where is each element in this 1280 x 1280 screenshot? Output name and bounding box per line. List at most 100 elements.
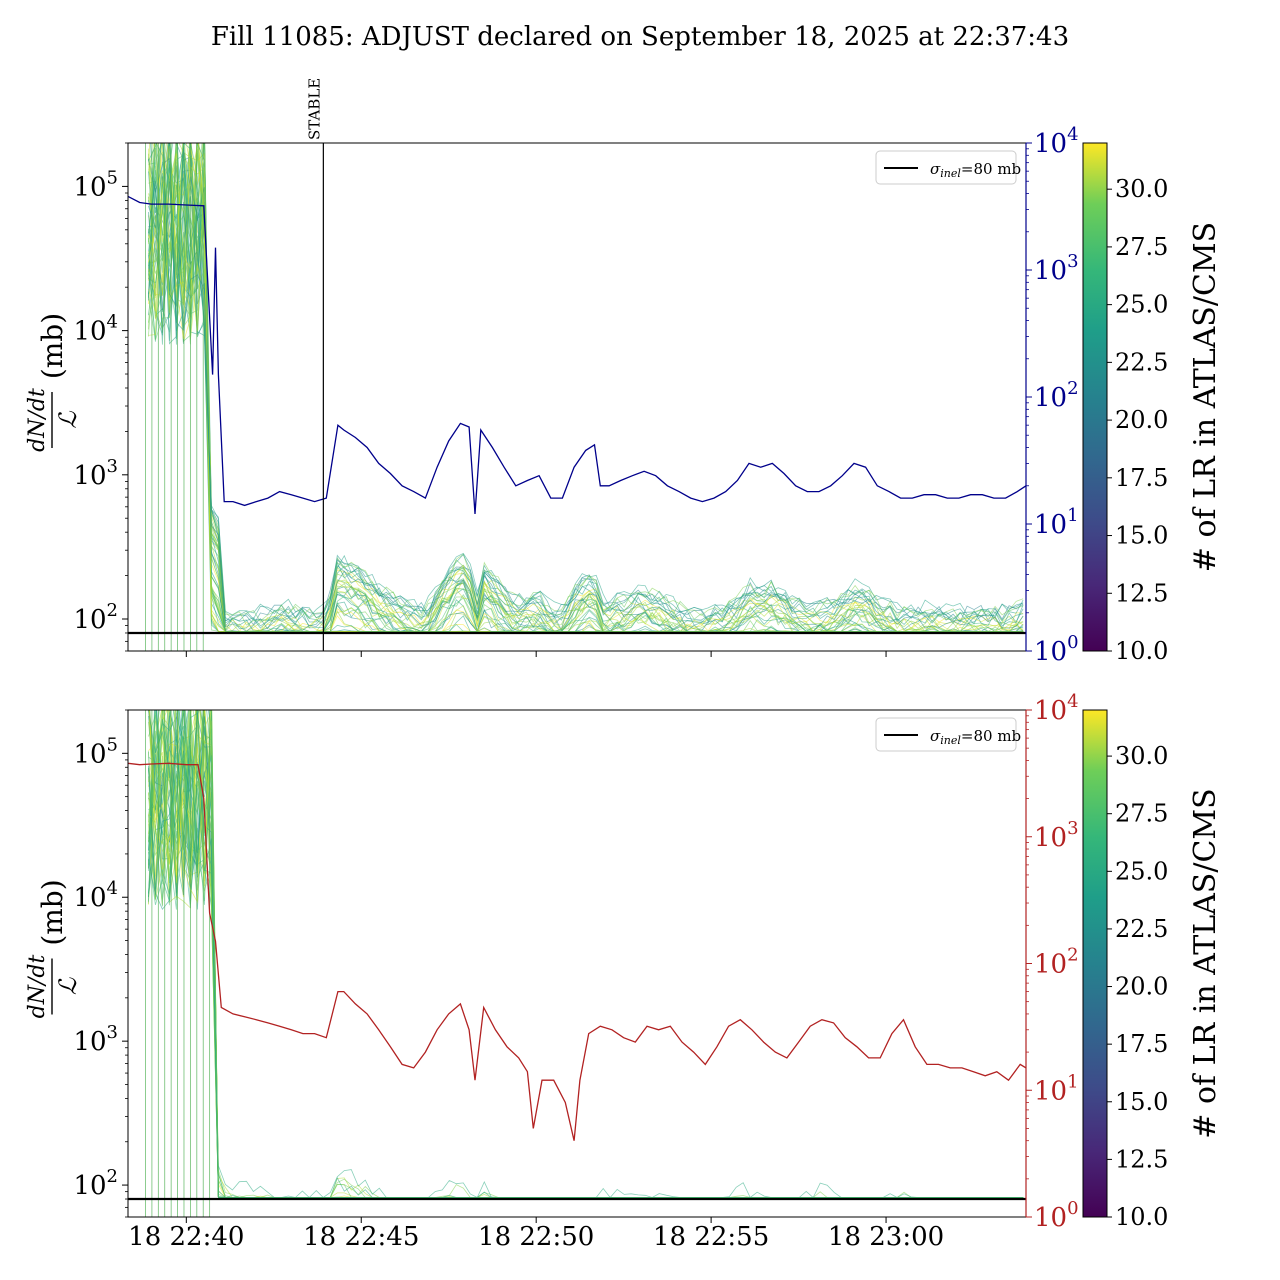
lr-trace (148, 154, 1024, 632)
right-tick-label: 100 (1034, 632, 1079, 667)
y-axis-label: dN/dt ℒ (mb) (25, 313, 82, 452)
lr-trace (148, 727, 1024, 1198)
lr-trace (148, 143, 1024, 633)
lr-trace (148, 710, 1024, 1198)
legend-label: σinel=80 mb (930, 727, 1021, 747)
lr-trace (148, 143, 1024, 632)
lr-trace (148, 710, 1024, 1198)
lr-trace (148, 152, 1024, 632)
left-tick-label: 103 (73, 1022, 118, 1057)
lr-trace (148, 735, 1024, 1198)
lr-trace (148, 710, 1024, 1198)
colorbar-tick-label: 25.0 (1115, 857, 1168, 885)
plot-area (128, 710, 1026, 1217)
lr-trace (148, 164, 1024, 633)
lr-trace (148, 710, 1024, 1198)
lr-trace (148, 710, 1024, 1198)
lr-trace (148, 143, 1024, 633)
colorbar-tick-label: 15.0 (1115, 1088, 1168, 1116)
lr-trace (148, 143, 1024, 630)
left-tick-label: 104 (73, 878, 118, 913)
y-label-numerator: dN/dt (25, 955, 50, 1019)
lr-trace (148, 143, 1024, 632)
right-tick-label: 104 (1034, 124, 1079, 159)
lr-trace (148, 710, 1024, 1198)
lr-trace (148, 148, 1024, 632)
lr-trace (155, 143, 1024, 619)
x-tick-label: 18 22:45 (303, 1222, 419, 1252)
lr-trace (148, 710, 1024, 1198)
lr-trace (152, 143, 1024, 632)
colorbar-tick-label: 12.5 (1115, 1145, 1168, 1173)
lr-trace (148, 165, 1024, 632)
lr-trace (148, 710, 1024, 1198)
lr-trace (148, 143, 1024, 633)
stable-label: STABLE (305, 78, 323, 140)
colorbar-tick-label: 27.5 (1115, 800, 1168, 828)
right-tick-label: 101 (1034, 505, 1079, 540)
lr-trace (148, 143, 1024, 632)
left-tick-label: 103 (73, 456, 118, 491)
lr-trace (148, 710, 1024, 1198)
right-tick-label: 103 (1034, 818, 1079, 853)
right-tick-label: 103 (1034, 251, 1079, 286)
lr-trace (148, 725, 1024, 1198)
y-label-unit: (mb) (36, 879, 69, 945)
lr-trace (148, 711, 1024, 1198)
lr-trace (148, 143, 1024, 626)
y-label-denominator: ℒ (54, 977, 82, 995)
lr-trace (148, 710, 1024, 1198)
colorbar-tick-label: 15.0 (1115, 522, 1168, 550)
lr-trace (148, 710, 1024, 1198)
lr-trace (148, 710, 1024, 1198)
lr-trace (148, 157, 1024, 633)
lr-trace (148, 143, 1024, 633)
lr-trace (148, 143, 1024, 633)
colorbar-tick-label: 30.0 (1115, 742, 1168, 770)
x-tick-label: 18 22:40 (128, 1222, 244, 1252)
lr-trace (148, 143, 1024, 632)
colorbar-gradient (1082, 709, 1108, 1218)
x-tick-label: 18 22:55 (653, 1222, 769, 1252)
lr-trace (148, 710, 1024, 1198)
colorbar-tick-label: 22.5 (1115, 915, 1168, 943)
colorbar-label: # of LR in ATLAS/CMS (1188, 222, 1223, 572)
lr-trace (148, 710, 1024, 1198)
lr-trace (148, 729, 1024, 1198)
lr-trace (148, 710, 1024, 1198)
lr-trace (148, 143, 1024, 633)
y-label-numerator: dN/dt (25, 388, 50, 452)
colorbar-gradient (1082, 142, 1108, 652)
lr-trace (148, 710, 1024, 1198)
right-tick-label: 101 (1034, 1071, 1079, 1106)
lr-trace (148, 710, 1024, 1198)
lr-trace (148, 710, 1024, 1198)
lr-trace (148, 179, 1024, 632)
lr-trace (148, 710, 1024, 1198)
colorbar: 10.0 12.5 15.0 17.5 20.0 22.5 25.0 27.5 30.0 # of… (1082, 142, 1223, 665)
lr-trace (148, 143, 1024, 627)
colorbar-tick-label: 27.5 (1115, 233, 1168, 261)
lr-trace (148, 710, 1024, 1198)
plot-frame (127, 709, 1027, 1218)
lr-trace (148, 716, 1024, 1198)
plot-frame (127, 142, 1027, 652)
lr-traces (145, 143, 1024, 651)
lr-trace (148, 738, 1024, 1198)
lr-trace (148, 143, 1024, 632)
lr-trace (148, 710, 1024, 1198)
lr-trace (148, 710, 1024, 1198)
lr-trace (148, 710, 1024, 1198)
lr-trace (149, 710, 1024, 1198)
right-tick-label: 102 (1034, 945, 1079, 980)
lr-trace (148, 710, 1024, 1198)
lr-trace (148, 710, 1024, 1198)
panel-bottom: 102 103 104 105 100 101 102 103 104 18 22:40 18 22… (25, 691, 1223, 1252)
lr-trace (148, 710, 1024, 1198)
lr-trace (148, 143, 1024, 632)
lr-trace (148, 710, 1024, 1198)
lr-trace (148, 143, 1024, 632)
lr-trace (148, 143, 1024, 632)
colorbar-tick-label: 10.0 (1115, 637, 1168, 665)
legend: σinel=80 mb (875, 717, 1021, 752)
